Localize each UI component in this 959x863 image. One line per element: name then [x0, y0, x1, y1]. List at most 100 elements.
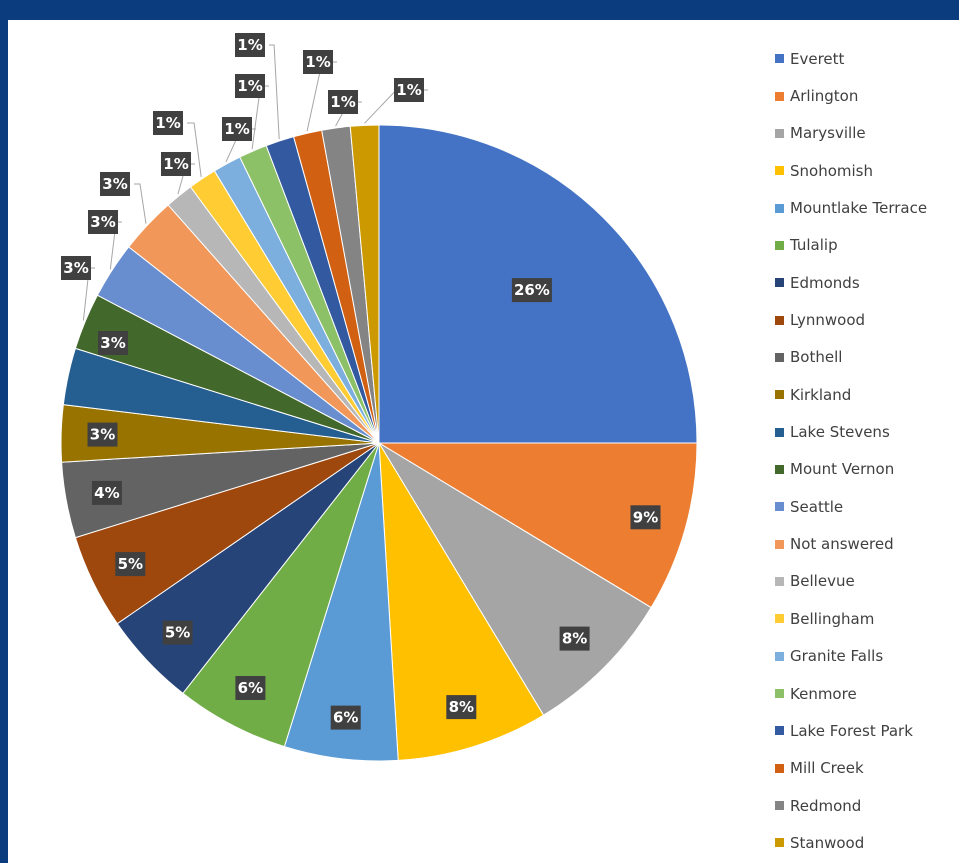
data-labels: 26% 9% 8% 8% 6% 6% 5% 5% 4% 3% 3% 3% 3% 3% 1% 1% 1% 1% 1% 1…	[61, 33, 661, 730]
data-label-text: 1%	[224, 120, 249, 138]
data-label-box	[222, 117, 252, 141]
data-label-box	[115, 552, 146, 577]
leader-line	[134, 183, 147, 224]
legend-label: Arlington	[790, 87, 859, 106]
legend-label: Lake Stevens	[790, 423, 890, 442]
legend-item: Edmonds	[775, 264, 959, 301]
data-label-box	[303, 50, 333, 74]
pie-slice-stanwood	[349, 124, 380, 444]
legend-item: Mountlake Terrace	[775, 189, 959, 226]
legend-swatch	[775, 91, 784, 101]
data-label-text: 4%	[94, 484, 119, 502]
data-label-box	[446, 695, 477, 720]
legend-item: Tulalip	[775, 227, 959, 264]
legend-swatch	[775, 278, 784, 288]
legend-item: Kenmore	[775, 675, 959, 712]
data-label-text: 9%	[633, 508, 658, 526]
data-label: 1%	[394, 78, 424, 102]
legend-item: Lynnwood	[775, 301, 959, 338]
legend-label: Lake Forest Park	[790, 721, 913, 740]
legend-item: Mount Vernon	[775, 451, 959, 488]
legend-item: Redmond	[775, 787, 959, 824]
legend-item: Bellevue	[775, 563, 959, 600]
legend-label: Redmond	[790, 796, 862, 815]
data-label-box	[87, 422, 118, 447]
data-label-text: 3%	[90, 426, 115, 444]
data-label-box	[559, 626, 590, 651]
data-label-text: 8%	[562, 630, 587, 648]
leader-line	[269, 44, 280, 140]
legend-swatch	[775, 203, 784, 213]
legend-item: Seattle	[775, 488, 959, 525]
legend-swatch	[775, 539, 784, 549]
legend-swatch	[775, 464, 784, 474]
legend-label: Snohomish	[790, 161, 873, 180]
data-label-box	[235, 676, 266, 700]
data-label-text: 3%	[63, 259, 88, 277]
data-label: 1%	[328, 90, 358, 114]
data-label-box	[394, 78, 424, 102]
legend-swatch	[775, 726, 784, 736]
legend-item: Arlington	[775, 77, 959, 114]
legend-label: Everett	[790, 49, 845, 68]
legend-swatch	[775, 240, 784, 250]
data-label-text: 1%	[330, 93, 355, 111]
legend-item: Mill Creek	[775, 750, 959, 787]
legend-swatch	[775, 763, 784, 773]
legend-item: Snohomish	[775, 152, 959, 189]
legend-swatch	[775, 801, 784, 811]
data-label-box	[61, 256, 91, 280]
data-label: 26%	[511, 278, 552, 303]
data-label: 8%	[559, 626, 590, 651]
data-label: 3%	[100, 172, 130, 196]
data-label-text: 3%	[90, 213, 115, 231]
data-label: 1%	[153, 111, 183, 135]
legend-swatch	[775, 352, 784, 362]
data-label-text: 6%	[333, 709, 358, 727]
data-label-text: 1%	[237, 36, 262, 54]
legend-label: Lynnwood	[790, 311, 866, 330]
data-label-text: 1%	[305, 53, 330, 71]
data-label-text: 1%	[155, 114, 180, 132]
legend-label: Bothell	[790, 348, 843, 367]
legend-swatch	[775, 838, 784, 848]
legend-swatch	[775, 651, 784, 661]
data-label-box	[235, 74, 265, 98]
data-label: 9%	[630, 505, 661, 530]
legend-swatch	[775, 128, 784, 138]
data-label-box	[161, 152, 191, 176]
legend-item: Bellingham	[775, 600, 959, 637]
data-label-text: 5%	[118, 555, 143, 573]
legend-swatch	[775, 166, 784, 176]
data-label-text: 1%	[163, 155, 188, 173]
data-label-text: 1%	[396, 81, 421, 99]
data-label: 1%	[161, 152, 191, 176]
data-label: 6%	[330, 705, 361, 730]
data-label-box	[153, 111, 183, 135]
legend-swatch	[775, 54, 784, 64]
legend-item: Everett	[775, 40, 959, 77]
legend-item: Bothell	[775, 339, 959, 376]
data-label-box	[91, 480, 122, 505]
data-label: 5%	[115, 552, 146, 577]
legend-label: Kenmore	[790, 684, 857, 703]
data-label: 3%	[88, 210, 118, 234]
legend-item: Stanwood	[775, 824, 959, 861]
data-label-text: 8%	[449, 698, 474, 716]
legend-label: Stanwood	[790, 833, 865, 852]
data-label: 4%	[91, 480, 122, 505]
data-label-text: 3%	[102, 175, 127, 193]
legend-label: Mill Creek	[790, 759, 864, 778]
pie-slices	[60, 124, 698, 762]
data-label: 5%	[162, 620, 193, 645]
data-label-box	[88, 210, 118, 234]
legend-label: Tulalip	[790, 236, 838, 255]
data-label: 6%	[235, 676, 266, 700]
data-label: 1%	[235, 33, 265, 57]
data-label: 3%	[98, 331, 128, 355]
pie-slice-snohomish	[378, 442, 545, 761]
data-label: 3%	[61, 256, 91, 280]
data-label-text: 26%	[514, 281, 550, 299]
data-label-box	[100, 172, 130, 196]
